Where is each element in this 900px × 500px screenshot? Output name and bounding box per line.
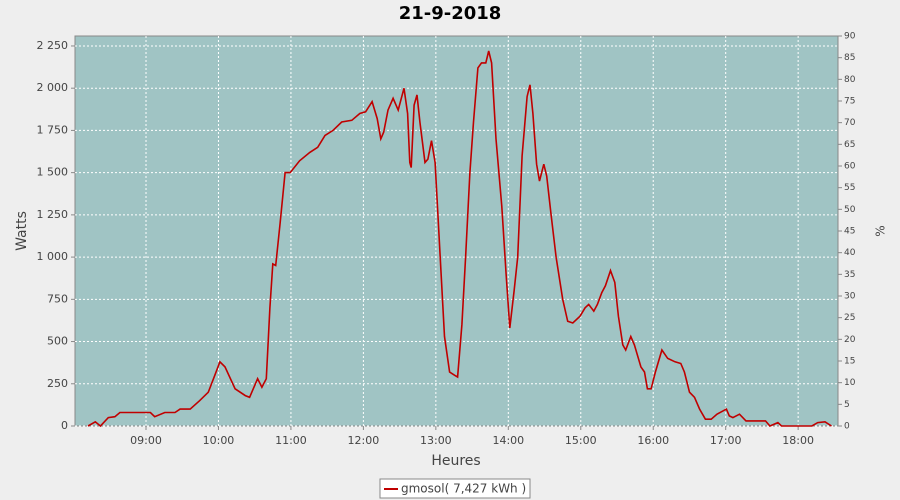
x-tick-label: 18:00 xyxy=(782,434,814,447)
y-tick-label: 250 xyxy=(47,377,68,390)
y2-tick-label: 50 xyxy=(844,205,856,215)
legend-label: gmosol( 7,427 kWh ) xyxy=(401,482,526,496)
y2-tick-label: 30 xyxy=(844,292,856,302)
x-tick-label: 17:00 xyxy=(710,434,742,447)
y2-tick-label: 85 xyxy=(844,53,855,63)
y2-tick-label: 40 xyxy=(844,248,856,258)
y2-tick-label: 45 xyxy=(844,227,855,237)
y2-tick-label: 10 xyxy=(844,378,856,388)
data-line xyxy=(87,50,832,428)
x-axis-title: Heures xyxy=(431,453,480,469)
x-tick-label: 12:00 xyxy=(348,434,380,447)
y2-tick-label: 0 xyxy=(844,422,850,432)
y-tick-label: 500 xyxy=(47,335,68,348)
y-tick-label: 1 000 xyxy=(37,250,69,263)
y-tick-label: 0 xyxy=(61,419,68,432)
y-tick-label: 2 250 xyxy=(37,39,69,52)
y2-tick-label: 60 xyxy=(844,162,856,172)
y-tick-label: 1 750 xyxy=(37,123,69,136)
plot-area xyxy=(74,35,839,427)
y-tick-label: 1 500 xyxy=(37,166,69,179)
x-tick-label: 16:00 xyxy=(637,434,669,447)
y-tick-label: 750 xyxy=(47,292,68,305)
y2-tick-label: 90 xyxy=(844,32,856,42)
legend-box xyxy=(379,478,531,499)
y-axis-title: Watts xyxy=(14,211,30,251)
y2-tick-label: 25 xyxy=(844,313,855,323)
x-tick-label: 14:00 xyxy=(492,434,524,447)
y2-axis-title: % xyxy=(874,225,888,236)
x-tick-label: 15:00 xyxy=(565,434,597,447)
x-tick-label: 13:00 xyxy=(420,434,452,447)
x-tick-label: 09:00 xyxy=(130,434,162,447)
y-tick-label: 1 250 xyxy=(37,208,69,221)
y2-tick-label: 20 xyxy=(844,335,856,345)
y2-tick-label: 75 xyxy=(844,97,855,107)
y2-tick-label: 15 xyxy=(844,357,855,367)
y2-tick-label: 65 xyxy=(844,140,855,150)
x-tick-label: 11:00 xyxy=(275,434,307,447)
x-tick-label: 10:00 xyxy=(203,434,235,447)
y2-tick-label: 80 xyxy=(844,75,856,85)
y2-tick-label: 35 xyxy=(844,270,855,280)
chart-title: 21-9-2018 xyxy=(399,3,502,24)
y-tick-label: 2 000 xyxy=(37,81,69,94)
y2-tick-label: 70 xyxy=(844,118,856,128)
y2-tick-label: 5 xyxy=(844,400,850,410)
y2-tick-label: 55 xyxy=(844,183,855,193)
